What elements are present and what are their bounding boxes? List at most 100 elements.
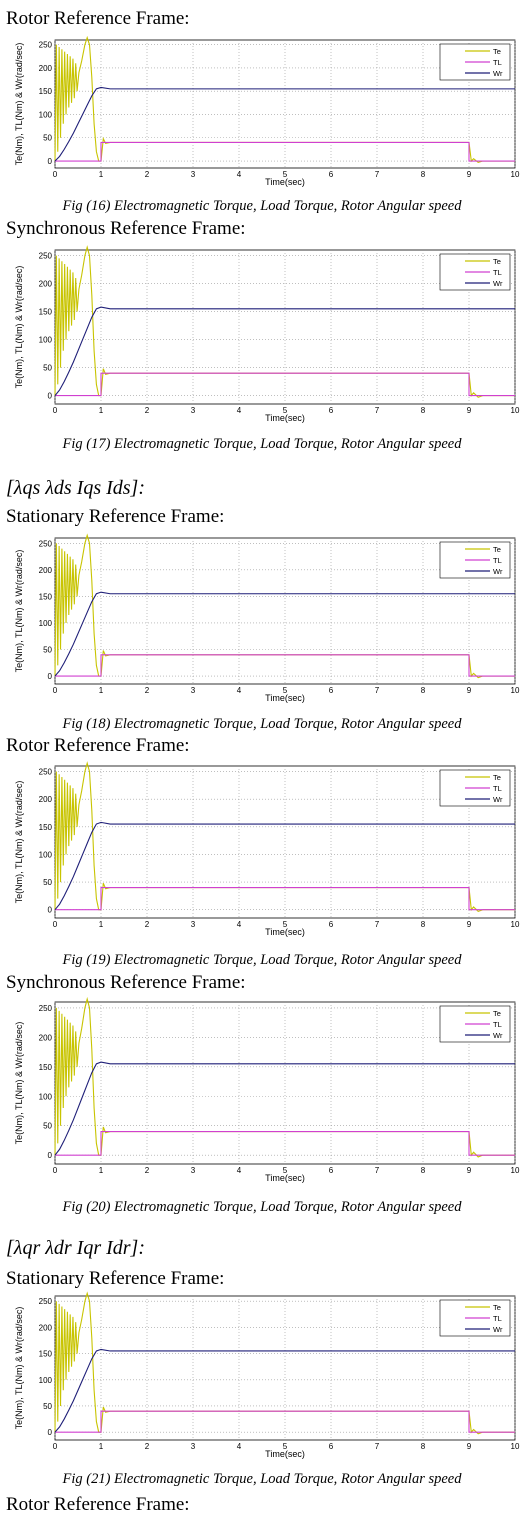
heading: Stationary Reference Frame: — [6, 1268, 224, 1289]
x-tick-label: 9 — [467, 1442, 472, 1451]
section-label: [λqs λds Iqs Ids]: — [6, 477, 145, 499]
legend-label: TL — [493, 268, 502, 277]
x-tick-label: 6 — [329, 686, 334, 695]
x-tick-label: 9 — [467, 170, 472, 179]
x-tick-label: 2 — [145, 920, 150, 929]
x-tick-label: 6 — [329, 406, 334, 415]
y-axis-label: Te(Nm), TL(Nm) & Wr(rad/sec) — [14, 1307, 24, 1430]
legend-label: TL — [493, 58, 502, 67]
x-axis-label: Time(sec) — [265, 1173, 305, 1183]
y-tick-label: 100 — [39, 1092, 53, 1101]
caption: Fig (18) Electromagnetic Torque, Load To… — [61, 716, 462, 732]
caption: Fig (17) Electromagnetic Torque, Load To… — [61, 436, 462, 452]
legend-label: Te — [493, 257, 501, 266]
y-tick-label: 150 — [39, 1063, 53, 1072]
x-tick-label: 9 — [467, 406, 472, 415]
x-tick-label: 2 — [145, 1166, 150, 1175]
x-axis-label: Time(sec) — [265, 413, 305, 423]
y-tick-label: 0 — [48, 672, 53, 681]
caption: Fig (20) Electromagnetic Torque, Load To… — [61, 1199, 462, 1215]
legend-label: Te — [493, 545, 501, 554]
y-tick-label: 50 — [43, 134, 52, 143]
x-tick-label: 8 — [421, 1166, 426, 1175]
chart: 0 1 2 3 4 5 6 7 8 9 10050100150200250Time(sec)Te(N… — [14, 761, 520, 937]
series-line — [55, 372, 515, 397]
y-tick-label: 200 — [39, 1033, 53, 1042]
y-tick-label: 0 — [48, 392, 53, 401]
x-tick-label: 8 — [421, 406, 426, 415]
y-tick-label: 200 — [39, 1323, 53, 1332]
y-tick-label: 100 — [39, 336, 53, 345]
x-tick-label: 1 — [99, 1166, 104, 1175]
legend-label: Wr — [493, 567, 503, 576]
x-axis-label: Time(sec) — [265, 927, 305, 937]
x-axis-label: Time(sec) — [265, 1449, 305, 1459]
y-axis-label: Te(Nm), TL(Nm) & Wr(rad/sec) — [14, 266, 24, 389]
y-tick-label: 50 — [43, 1122, 52, 1131]
x-axis-label: Time(sec) — [265, 177, 305, 187]
x-tick-label: 0 — [53, 1166, 58, 1175]
y-tick-label: 100 — [39, 110, 53, 119]
y-tick-label: 250 — [39, 1297, 53, 1306]
chart: 0 1 2 3 4 5 6 7 8 9 10050100150200250Time(sec)Te(N… — [14, 996, 520, 1183]
x-tick-label: 9 — [467, 920, 472, 929]
y-tick-label: 150 — [39, 823, 53, 832]
series-line — [54, 591, 515, 677]
y-tick-label: 50 — [43, 645, 52, 654]
series-line — [55, 141, 515, 162]
x-tick-label: 2 — [145, 686, 150, 695]
x-tick-label: 5 — [283, 1166, 288, 1175]
x-tick-label: 10 — [511, 920, 520, 929]
x-tick-label: 9 — [467, 1166, 472, 1175]
y-tick-label: 250 — [39, 1004, 53, 1013]
x-tick-label: 2 — [145, 170, 150, 179]
legend-label: Wr — [493, 279, 503, 288]
trailing-heading: Rotor Reference Frame: — [6, 1494, 190, 1515]
x-tick-label: 9 — [467, 686, 472, 695]
x-tick-label: 7 — [375, 406, 380, 415]
legend-label: Wr — [493, 69, 503, 78]
heading: Synchronous Reference Frame: — [6, 218, 246, 239]
x-tick-label: 10 — [511, 406, 520, 415]
x-tick-label: 6 — [329, 1442, 334, 1451]
x-tick-label: 7 — [375, 920, 380, 929]
y-tick-label: 250 — [39, 41, 53, 50]
x-tick-label: 6 — [329, 1166, 334, 1175]
y-tick-label: 200 — [39, 795, 53, 804]
x-tick-label: 0 — [53, 686, 58, 695]
x-tick-label: 7 — [375, 170, 380, 179]
x-tick-label: 4 — [237, 1442, 242, 1451]
series-line — [55, 887, 515, 911]
legend-label: TL — [493, 1020, 502, 1029]
x-tick-label: 3 — [191, 170, 196, 179]
legend-label: TL — [493, 556, 502, 565]
legend-label: Wr — [493, 1325, 503, 1334]
series-line — [55, 654, 515, 677]
legend-label: Te — [493, 47, 501, 56]
legend-label: Te — [493, 773, 501, 782]
x-tick-label: 10 — [511, 1166, 520, 1175]
x-tick-label: 7 — [375, 1442, 380, 1451]
y-tick-label: 50 — [43, 878, 52, 887]
x-tick-label: 0 — [53, 920, 58, 929]
x-tick-label: 10 — [511, 686, 520, 695]
y-tick-label: 200 — [39, 64, 53, 73]
caption: Fig (16) Electromagnetic Torque, Load To… — [61, 198, 462, 214]
x-tick-label: 4 — [237, 1166, 242, 1175]
x-tick-label: 4 — [237, 406, 242, 415]
x-tick-label: 0 — [53, 406, 58, 415]
x-tick-label: 10 — [511, 1442, 520, 1451]
legend-label: Wr — [493, 795, 503, 804]
y-tick-label: 100 — [39, 850, 53, 859]
chart: 0 1 2 3 4 5 6 7 8 9 10050100150200250Time(sec)Te(N… — [14, 245, 520, 423]
chart: 0 1 2 3 4 5 6 7 8 9 10050100150200250Time(sec)Te(N… — [14, 1291, 520, 1459]
x-tick-label: 8 — [421, 686, 426, 695]
x-tick-label: 6 — [329, 170, 334, 179]
legend-label: Te — [493, 1303, 501, 1312]
y-axis-label: Te(Nm), TL(Nm) & Wr(rad/sec) — [14, 1022, 24, 1145]
x-tick-label: 2 — [145, 406, 150, 415]
x-tick-label: 1 — [99, 920, 104, 929]
y-tick-label: 250 — [39, 539, 53, 548]
y-tick-label: 0 — [48, 1151, 53, 1160]
y-tick-label: 0 — [48, 1428, 53, 1437]
